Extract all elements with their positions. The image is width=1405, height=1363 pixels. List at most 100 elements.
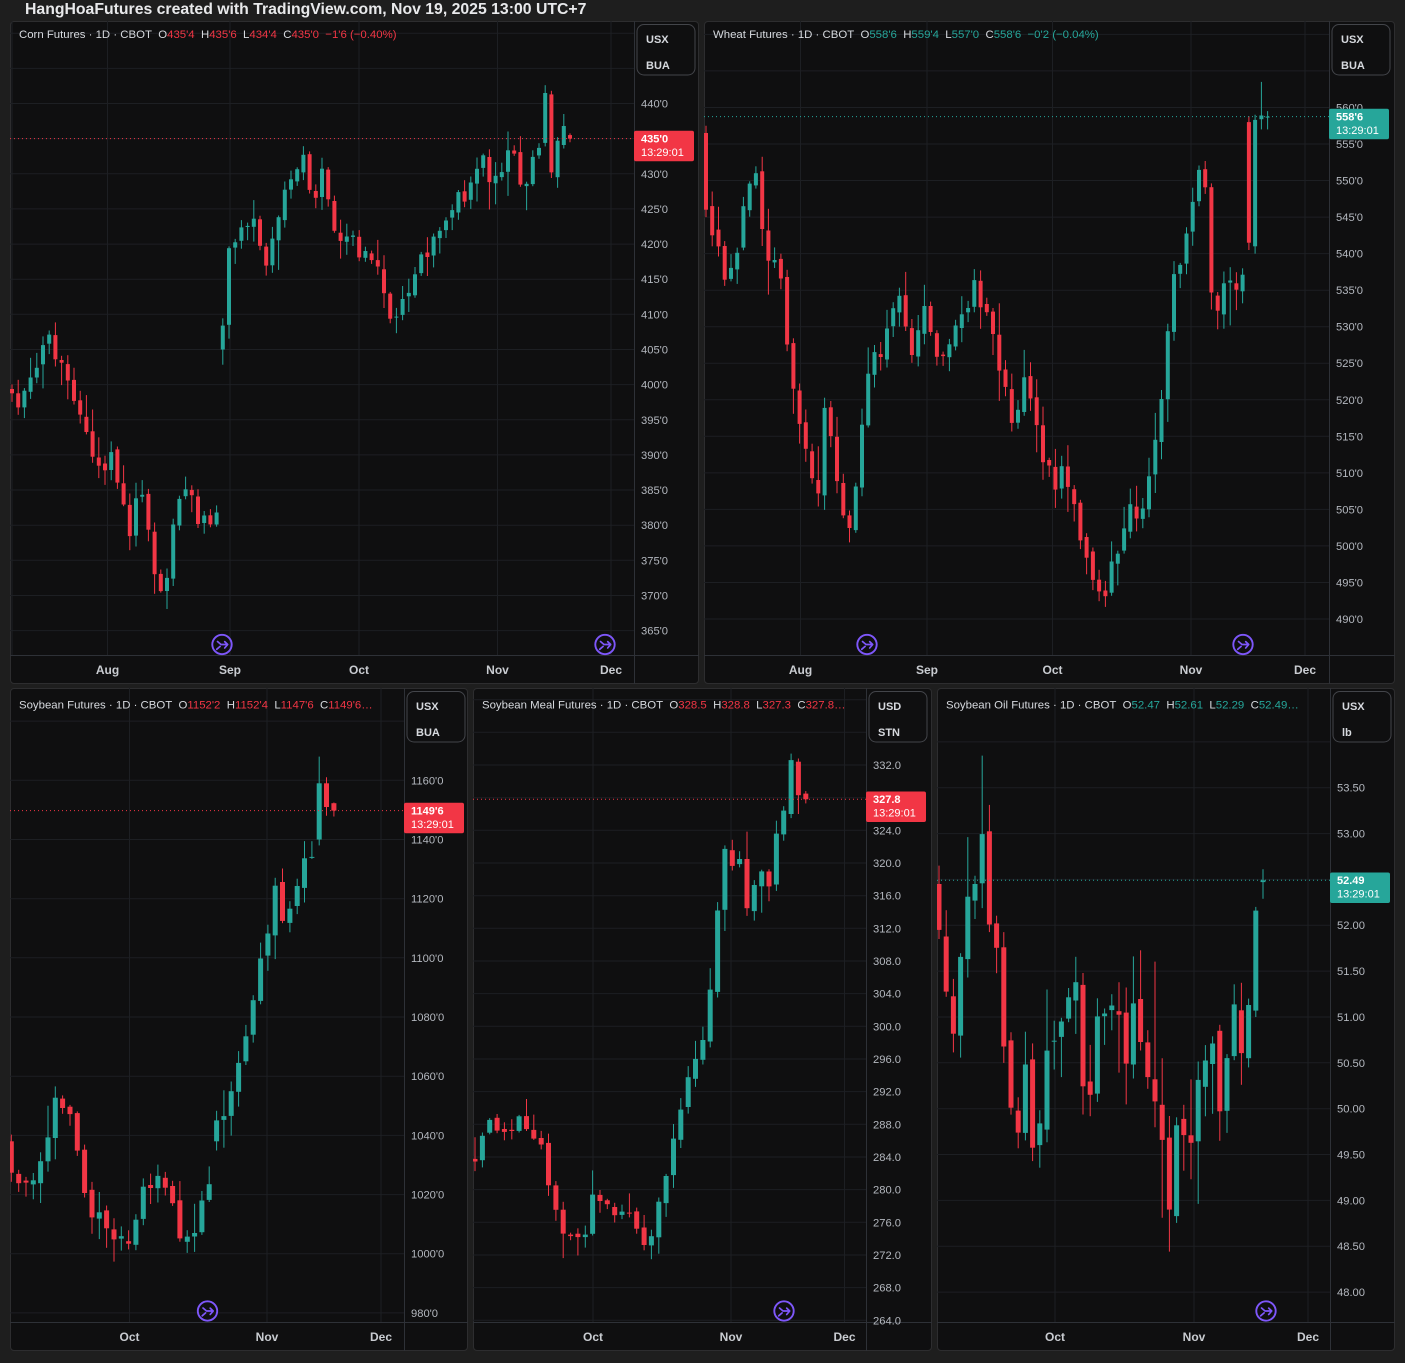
svg-text:525'0: 525'0 [1336,358,1363,370]
svg-text:Sep: Sep [219,663,241,677]
svg-text:Nov: Nov [256,1330,279,1344]
svg-text:316.0: 316.0 [873,891,901,903]
svg-text:304.0: 304.0 [873,989,901,1001]
svg-text:13:29:01: 13:29:01 [1337,889,1380,901]
svg-text:Dec: Dec [370,1330,392,1344]
svg-text:425'0: 425'0 [641,204,668,216]
svg-text:1149'6: 1149'6 [411,805,444,817]
svg-text:540'0: 540'0 [1336,249,1363,261]
svg-text:324.0: 324.0 [873,825,901,837]
svg-text:420'0: 420'0 [641,239,668,251]
svg-text:520'0: 520'0 [1336,395,1363,407]
svg-text:276.0: 276.0 [873,1217,901,1229]
svg-text:51.00: 51.00 [1337,1012,1365,1024]
svg-text:1020'0: 1020'0 [411,1190,444,1202]
svg-text:BUA: BUA [416,727,440,739]
svg-text:505'0: 505'0 [1336,504,1363,516]
svg-text:Dec: Dec [1294,663,1316,677]
svg-text:288.0: 288.0 [873,1119,901,1131]
svg-text:Soybean Futures · 1D · CBOT O: Soybean Futures · 1D · CBOT O1152'2 H115… [19,700,373,712]
svg-text:Sep: Sep [916,663,938,677]
svg-text:555'0: 555'0 [1336,139,1363,151]
svg-text:312.0: 312.0 [873,923,901,935]
svg-text:13:29:01: 13:29:01 [873,808,916,820]
svg-text:365'0: 365'0 [641,626,668,638]
svg-text:Nov: Nov [486,663,509,677]
svg-text:284.0: 284.0 [873,1152,901,1164]
svg-text:510'0: 510'0 [1336,468,1363,480]
svg-text:400'0: 400'0 [641,380,668,392]
svg-text:1000'0: 1000'0 [411,1249,444,1261]
svg-text:Oct: Oct [1042,663,1062,677]
svg-text:Dec: Dec [1297,1330,1319,1344]
svg-text:490'0: 490'0 [1336,614,1363,626]
svg-text:327.8: 327.8 [873,794,901,806]
svg-text:Oct: Oct [119,1330,139,1344]
svg-text:530'0: 530'0 [1336,322,1363,334]
svg-text:48.50: 48.50 [1337,1241,1365,1253]
svg-text:545'0: 545'0 [1336,212,1363,224]
svg-text:BUA: BUA [646,60,670,72]
svg-text:Corn Futures · 1D · CBOT O435: Corn Futures · 1D · CBOT O435'4 H435'6 L… [19,29,397,41]
svg-text:300.0: 300.0 [873,1021,901,1033]
svg-text:STN: STN [878,727,900,739]
svg-text:1100'0: 1100'0 [411,953,443,965]
svg-text:BUA: BUA [1341,60,1365,72]
svg-text:Oct: Oct [349,663,369,677]
svg-text:13:29:01: 13:29:01 [411,819,454,831]
svg-text:53.00: 53.00 [1337,829,1365,841]
svg-text:Nov: Nov [1183,1330,1206,1344]
svg-text:280.0: 280.0 [873,1185,901,1197]
svg-text:550'0: 550'0 [1336,176,1363,188]
svg-text:268.0: 268.0 [873,1283,901,1295]
svg-text:USX: USX [1341,34,1364,46]
svg-text:Aug: Aug [789,663,812,677]
svg-text:Soybean Oil Futures · 1D · CBO: Soybean Oil Futures · 1D · CBOT O52.47 H… [946,700,1299,712]
svg-text:320.0: 320.0 [873,858,901,870]
svg-text:49.00: 49.00 [1337,1195,1365,1207]
svg-text:264.0: 264.0 [873,1315,901,1327]
svg-text:410'0: 410'0 [641,309,668,321]
svg-text:52.00: 52.00 [1337,920,1365,932]
svg-text:435'0: 435'0 [641,133,668,145]
svg-text:980'0: 980'0 [411,1308,438,1320]
svg-text:1080'0: 1080'0 [411,1012,444,1024]
svg-text:440'0: 440'0 [641,99,668,111]
svg-text:50.50: 50.50 [1337,1058,1365,1070]
svg-text:332.0: 332.0 [873,760,901,772]
svg-text:Wheat Futures · 1D · CBOT O55: Wheat Futures · 1D · CBOT O558'6 H559'4 … [713,29,1099,41]
svg-text:515'0: 515'0 [1336,431,1363,443]
svg-text:Oct: Oct [583,1330,603,1344]
svg-text:558'6: 558'6 [1336,111,1363,123]
svg-text:USX: USX [416,701,439,713]
svg-text:51.50: 51.50 [1337,966,1365,978]
svg-text:296.0: 296.0 [873,1054,901,1066]
svg-text:405'0: 405'0 [641,345,668,357]
svg-text:1140'0: 1140'0 [411,835,443,847]
svg-text:USD: USD [878,701,901,713]
svg-text:USX: USX [1342,701,1365,713]
svg-text:Soybean Meal Futures · 1D · CB: Soybean Meal Futures · 1D · CBOT O328.5 … [482,700,846,712]
svg-text:272.0: 272.0 [873,1250,901,1262]
svg-text:49.50: 49.50 [1337,1150,1365,1162]
svg-text:380'0: 380'0 [641,520,668,532]
svg-text:430'0: 430'0 [641,169,668,181]
svg-text:500'0: 500'0 [1336,541,1363,553]
svg-text:53.50: 53.50 [1337,783,1365,795]
svg-text:USX: USX [646,34,669,46]
svg-text:Dec: Dec [600,663,622,677]
svg-text:375'0: 375'0 [641,555,668,567]
svg-text:52.49: 52.49 [1337,875,1365,887]
svg-text:13:29:01: 13:29:01 [1336,125,1379,137]
svg-text:13:29:01: 13:29:01 [641,147,684,159]
svg-text:48.00: 48.00 [1337,1287,1365,1299]
svg-text:1060'0: 1060'0 [411,1071,444,1083]
svg-text:1120'0: 1120'0 [411,894,443,906]
svg-text:1160'0: 1160'0 [411,775,443,787]
svg-text:495'0: 495'0 [1336,578,1363,590]
svg-text:395'0: 395'0 [641,415,668,427]
svg-text:Oct: Oct [1045,1330,1065,1344]
svg-text:415'0: 415'0 [641,274,668,286]
svg-text:50.00: 50.00 [1337,1104,1365,1116]
svg-text:Aug: Aug [96,663,119,677]
